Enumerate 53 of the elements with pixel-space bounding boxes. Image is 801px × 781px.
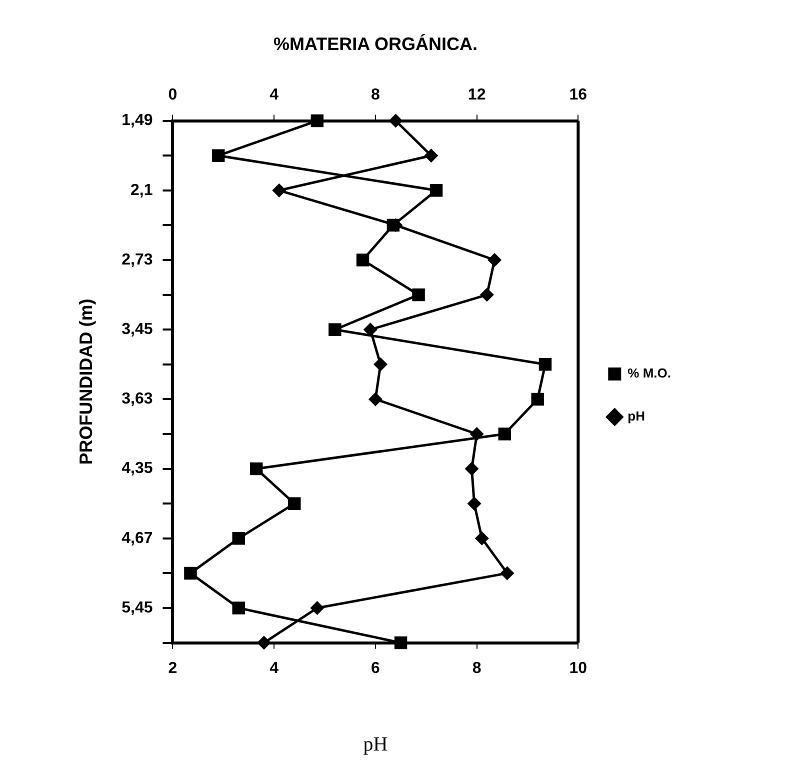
y-tick-label: 3,45 <box>122 321 153 338</box>
point <box>356 254 370 266</box>
point <box>498 428 512 440</box>
y-tick-label: 4,35 <box>122 460 153 478</box>
x2-tick-label: 8 <box>371 86 380 104</box>
point <box>531 392 544 406</box>
point <box>212 149 225 162</box>
point <box>467 496 482 511</box>
point <box>488 253 502 267</box>
y-tick-label: 2,1 <box>130 182 153 199</box>
x-tick-label: 2 <box>168 660 178 677</box>
x-tick-label: 6 <box>371 660 380 677</box>
point <box>430 184 443 197</box>
point <box>184 566 197 580</box>
point <box>232 602 245 614</box>
point <box>328 323 342 336</box>
point <box>288 497 301 510</box>
x-tick-label: 10 <box>569 660 588 677</box>
legend-label: % M.O. <box>628 366 672 381</box>
x2-tick-label: 4 <box>270 86 279 104</box>
y-tick-label: 3,63 <box>122 390 153 408</box>
y-tick-label: 4,67 <box>122 530 153 547</box>
point <box>272 183 286 198</box>
y-axis-title: PROFUNDIDAD (m) <box>76 298 96 465</box>
point <box>388 114 403 128</box>
point <box>386 218 400 232</box>
x-axis-title: pH <box>363 733 388 756</box>
y-tick-label: 1,49 <box>122 112 153 130</box>
point <box>474 531 489 546</box>
x2-tick-label: 16 <box>569 86 588 104</box>
point <box>310 114 324 128</box>
point <box>538 358 552 371</box>
y-tick-label: 2,73 <box>122 251 153 268</box>
point <box>412 288 425 302</box>
point <box>310 601 324 615</box>
point <box>232 532 245 545</box>
x-tick-label: 4 <box>270 660 279 677</box>
point <box>374 357 388 372</box>
point <box>363 322 378 337</box>
x2-tick-label: 0 <box>168 86 178 104</box>
x2-axis-title: %MATERIA ORGÁNICA. <box>273 34 478 54</box>
y-tick-label: 5,45 <box>122 599 153 616</box>
point <box>250 462 263 476</box>
point <box>256 636 271 650</box>
x2-tick-label: 12 <box>468 86 486 104</box>
point <box>424 148 438 163</box>
point <box>480 288 494 302</box>
point <box>500 566 514 580</box>
point <box>368 392 382 406</box>
legend-label: pH <box>628 408 646 424</box>
point <box>464 462 479 476</box>
x-tick-label: 8 <box>472 660 482 677</box>
point <box>394 636 408 650</box>
